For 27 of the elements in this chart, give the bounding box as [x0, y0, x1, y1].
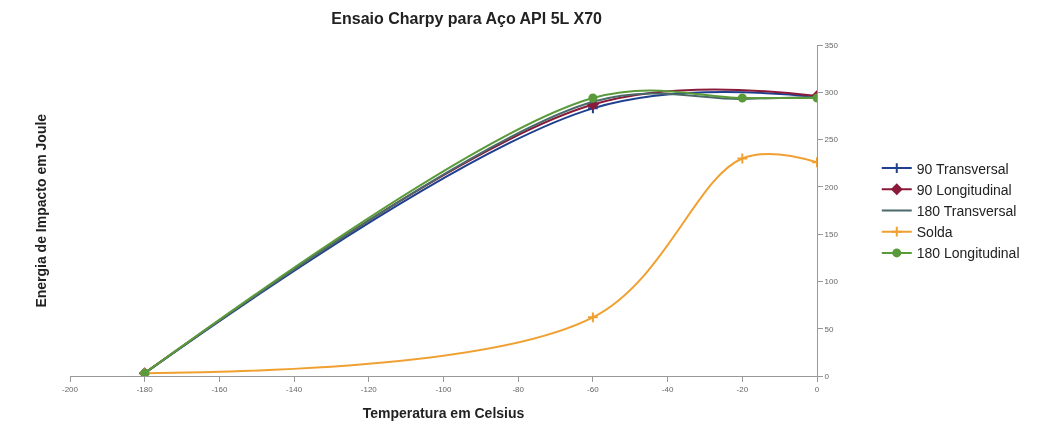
x-tick-label: -140: [286, 384, 303, 394]
x-tick-label: -160: [211, 384, 228, 394]
x-tick-label: 0: [814, 384, 820, 394]
legend-label: 180 Transversal: [916, 202, 1017, 219]
legend-label: 90 Transversal: [916, 160, 1009, 177]
x-tick-label: -80: [512, 384, 525, 394]
x-tick-label: -120: [360, 384, 378, 394]
x-tick-label: -20: [736, 384, 749, 394]
y-tick-label: 0: [824, 371, 830, 381]
x-axis-title: Temperatura em Celsius: [362, 404, 525, 421]
legend-label: 180 Longitudinal: [916, 245, 1020, 262]
y-tick-label: 300: [824, 88, 839, 98]
y-axis-title: Energia de Impacto em Joule: [32, 113, 49, 308]
y-tick-label: 350: [824, 40, 839, 50]
x-tick-label: -60: [587, 384, 600, 394]
x-tick-label: -180: [136, 384, 154, 394]
y-tick-label: 100: [824, 277, 839, 287]
x-tick-label: -200: [61, 384, 79, 394]
legend-label: Solda: [916, 224, 953, 241]
legend-label: 90 Longitudinal: [916, 181, 1012, 198]
y-tick-label: 200: [824, 182, 839, 192]
y-tick-label: 50: [824, 324, 835, 334]
y-tick-label: 250: [824, 135, 839, 145]
x-tick-label: -100: [435, 384, 453, 394]
chart-title: Ensaio Charpy para Aço API 5L X70: [331, 10, 603, 28]
x-tick-label: -40: [661, 384, 674, 394]
y-tick-label: 150: [824, 229, 839, 239]
